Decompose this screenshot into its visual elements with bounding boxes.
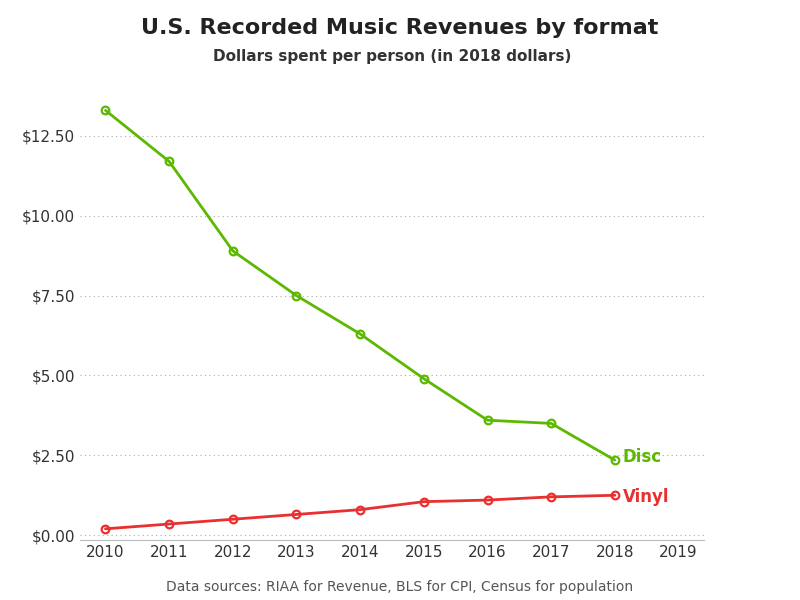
Text: Vinyl: Vinyl <box>622 488 669 506</box>
Text: Disc: Disc <box>622 448 662 466</box>
Text: U.S. Recorded Music Revenues by format: U.S. Recorded Music Revenues by format <box>142 18 658 38</box>
Title: Dollars spent per person (in 2018 dollars): Dollars spent per person (in 2018 dollar… <box>213 49 571 64</box>
Text: Data sources: RIAA for Revenue, BLS for CPI, Census for population: Data sources: RIAA for Revenue, BLS for … <box>166 580 634 594</box>
